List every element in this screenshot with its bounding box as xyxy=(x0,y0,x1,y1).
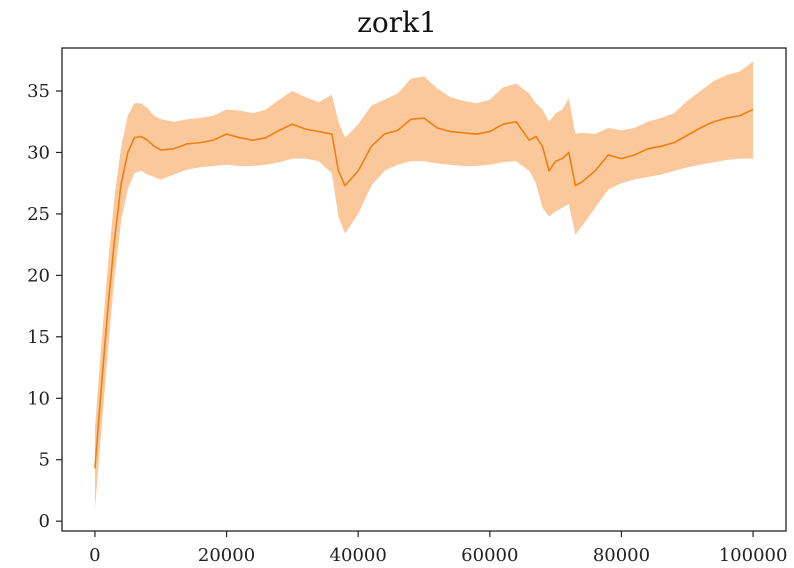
x-tick-label: 0 xyxy=(89,545,100,566)
y-tick-label: 15 xyxy=(27,327,50,348)
y-tick-label: 30 xyxy=(27,142,50,163)
y-tick-label: 10 xyxy=(27,388,50,409)
confidence-band xyxy=(94,61,754,509)
y-tick-label: 35 xyxy=(27,81,50,102)
y-tick-label: 20 xyxy=(27,265,50,286)
x-tick-label: 80000 xyxy=(593,545,650,566)
axes-layer: 0 20000 40000 60000 80000 100000 0 5 10 15 20 25 30 3… xyxy=(27,81,787,566)
x-tick-label: 60000 xyxy=(461,545,518,566)
plot-frame xyxy=(61,47,787,532)
chart-title: zork1 xyxy=(357,6,437,39)
y-tick-label: 0 xyxy=(39,511,50,532)
y-tick-label: 25 xyxy=(27,204,50,225)
frame-layer xyxy=(61,47,787,532)
x-tick-label: 40000 xyxy=(330,545,387,566)
x-tick-label: 100000 xyxy=(719,545,788,566)
x-tick-label: 20000 xyxy=(198,545,255,566)
data-layer xyxy=(94,61,754,509)
y-tick-label: 5 xyxy=(39,450,50,471)
